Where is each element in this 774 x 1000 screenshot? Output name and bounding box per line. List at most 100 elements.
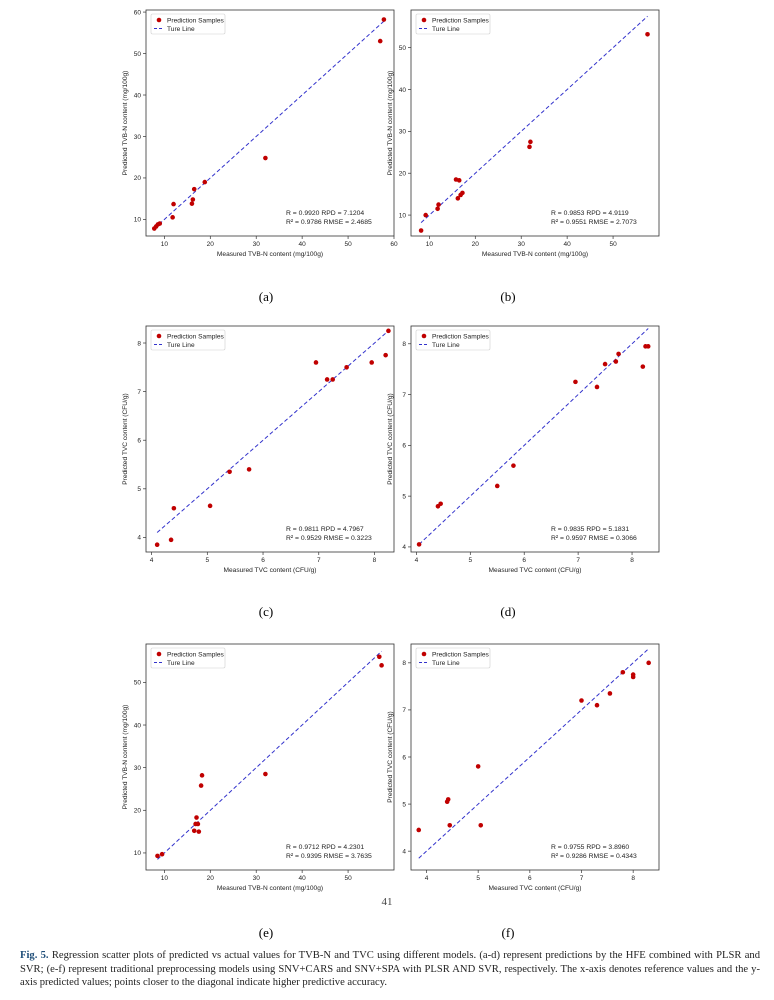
scatter-chart-a: 10 20 30 40 50 60 10 20 30 40 50 60 Measured TVB-N c… [122, 9, 398, 258]
data-point [460, 190, 465, 196]
data-point [416, 827, 422, 833]
true-line [418, 328, 649, 545]
data-point [202, 179, 208, 185]
data-point [154, 542, 160, 548]
panel-label-c: (c) [258, 604, 274, 619]
x-axis-label: Measured TVC content (CFU/g) [489, 567, 582, 574]
legend-box [150, 329, 226, 351]
y-tick-label: 7 [402, 392, 406, 399]
legend-label-points: Prediction Samples [432, 651, 490, 658]
y-axis-label: Predicted TVB-N content (mg/100g) [122, 705, 129, 810]
data-point [455, 196, 461, 201]
data-point [369, 360, 375, 365]
data-point [199, 773, 205, 778]
stats-line: R² = 0.9597 RMSE = 0.3066 [551, 535, 637, 542]
data-point [168, 537, 174, 543]
data-point [191, 186, 197, 192]
data-point [171, 201, 176, 207]
x-tick-label: 50 [344, 875, 352, 882]
y-tick-label: 30 [399, 129, 407, 136]
data-point [435, 206, 440, 212]
stats-line: R = 0.9853 RPD = 4.9119 [551, 210, 629, 217]
stats-line: R = 0.9811 RPD = 4.7967 [286, 526, 364, 533]
x-tick-label: 50 [344, 241, 352, 248]
y-tick-label: 6 [402, 754, 406, 761]
legend-marker-points [156, 17, 162, 23]
x-tick-label: 6 [528, 875, 532, 882]
x-axis-label: Measured TVC content (CFU/g) [489, 885, 582, 892]
data-point [456, 178, 462, 183]
x-tick-label: 50 [609, 241, 617, 248]
x-tick-label: 20 [207, 875, 215, 882]
legend-box [415, 13, 491, 35]
y-tick-label: 7 [402, 707, 406, 714]
x-tick-label: 5 [468, 557, 472, 564]
chart-panel-f: 4 5 6 7 8 4 5 6 7 8 Measured TVC content (CFU/g) Pr… [375, 636, 667, 904]
data-point [330, 377, 335, 382]
x-tick-label: 4 [425, 875, 429, 882]
plot-frame [410, 643, 660, 871]
stats-line: R² = 0.9551 RMSE = 2.7073 [551, 219, 637, 226]
y-tick-label: 30 [134, 765, 142, 772]
x-tick-label: 5 [205, 557, 209, 564]
legend-box [150, 13, 226, 35]
legend-marker-points [156, 651, 162, 657]
chart-panel-e: 10 20 30 40 50 10 20 30 40 50 Measured TVB-N conte… [110, 636, 402, 904]
true-line [157, 650, 382, 860]
plot-frame [145, 325, 395, 553]
legend-marker-points [421, 651, 427, 657]
data-point [640, 364, 646, 369]
stats-line: R = 0.9835 RPD = 5.1831 [551, 526, 629, 533]
data-point [383, 352, 388, 358]
data-point [616, 351, 621, 357]
x-tick-label: 10 [161, 241, 169, 248]
legend-label-points: Prediction Samples [167, 333, 225, 340]
x-tick-label: 40 [564, 241, 572, 248]
data-point [646, 660, 651, 666]
x-tick-label: 10 [426, 241, 434, 248]
y-tick-label: 8 [402, 660, 406, 667]
x-tick-label: 6 [261, 557, 265, 564]
x-tick-label: 40 [299, 875, 307, 882]
plot-frame [145, 9, 395, 237]
y-tick-label: 4 [137, 535, 141, 542]
x-tick-label: 8 [631, 875, 635, 882]
data-point [263, 771, 268, 777]
chart-panel-d: 4 5 6 7 8 4 5 6 7 8 Measured TVC content (CFU/g) Pr… [375, 318, 667, 586]
y-tick-label: 50 [399, 45, 407, 52]
y-tick-label: 8 [402, 341, 406, 348]
x-tick-label: 30 [518, 241, 526, 248]
legend-label-line: Ture Line [432, 26, 460, 33]
data-point [386, 328, 391, 334]
stats-line: R² = 0.9786 RMSE = 2.4685 [286, 219, 372, 226]
panel-label-d: (d) [500, 604, 516, 619]
data-point [157, 221, 163, 226]
y-tick-label: 6 [137, 438, 141, 445]
x-tick-label: 6 [522, 557, 526, 564]
y-axis-label: Predicted TVC content (CFU/g) [387, 393, 394, 485]
x-tick-label: 7 [580, 875, 584, 882]
y-tick-label: 50 [134, 51, 142, 58]
x-tick-label: 7 [317, 557, 321, 564]
x-tick-label: 30 [253, 241, 261, 248]
data-point [195, 821, 201, 827]
y-tick-label: 6 [402, 443, 406, 450]
data-point [189, 201, 195, 206]
y-tick-label: 50 [134, 680, 142, 687]
data-point [447, 822, 453, 828]
legend-label-line: Ture Line [167, 342, 195, 349]
data-point [324, 377, 330, 382]
x-tick-label: 5 [476, 875, 480, 882]
data-point [246, 467, 252, 472]
x-tick-label: 8 [373, 557, 377, 564]
data-point [377, 38, 383, 44]
y-tick-label: 20 [134, 175, 142, 182]
legend-label-points: Prediction Samples [432, 333, 490, 340]
x-tick-label: 40 [299, 241, 307, 248]
y-tick-label: 40 [399, 87, 407, 94]
data-point [602, 361, 608, 367]
panel-label-a: (a) [258, 289, 274, 304]
scatter-chart-d: 4 5 6 7 8 4 5 6 7 8 Measured TVC content (CFU/g) Pr… [387, 325, 660, 574]
y-tick-label: 20 [134, 808, 142, 815]
stats-line: R² = 0.9529 RMSE = 0.3223 [286, 535, 372, 542]
